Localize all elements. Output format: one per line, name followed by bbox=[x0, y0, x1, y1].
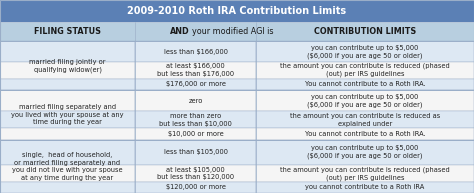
Bar bbox=[135, 62, 256, 79]
Text: CONTRIBUTION LIMITS: CONTRIBUTION LIMITS bbox=[314, 27, 416, 36]
Bar bbox=[0, 182, 135, 193]
Text: less than $166,000: less than $166,000 bbox=[164, 48, 228, 54]
Text: married filing jointly or
qualifying widow(er): married filing jointly or qualifying wid… bbox=[29, 59, 106, 73]
Bar bbox=[256, 128, 474, 140]
Bar bbox=[0, 0, 474, 22]
Bar bbox=[135, 111, 256, 128]
Bar bbox=[256, 62, 474, 79]
Bar bbox=[0, 62, 135, 79]
Bar bbox=[256, 111, 474, 128]
Text: $10,000 or more: $10,000 or more bbox=[168, 131, 223, 137]
Text: you can contribute up to $5,000
($6,000 if you are age 50 or older): you can contribute up to $5,000 ($6,000 … bbox=[307, 94, 423, 108]
Bar bbox=[135, 22, 256, 41]
Text: 2009-2010 Roth IRA Contribution Limits: 2009-2010 Roth IRA Contribution Limits bbox=[128, 6, 346, 16]
Bar bbox=[256, 140, 474, 165]
Bar bbox=[0, 41, 135, 62]
Bar bbox=[135, 182, 256, 193]
Bar bbox=[0, 128, 135, 140]
Text: You cannot contribute to a Roth IRA.: You cannot contribute to a Roth IRA. bbox=[305, 81, 425, 87]
Text: you cannot contribute to a Roth IRA: you cannot contribute to a Roth IRA bbox=[305, 185, 425, 190]
Text: $120,000 or more: $120,000 or more bbox=[165, 185, 226, 190]
Text: married filing separately and
you lived with your spouse at any
time during the : married filing separately and you lived … bbox=[11, 104, 124, 125]
Bar bbox=[256, 182, 474, 193]
Bar bbox=[135, 140, 256, 165]
Text: the amount you can contribute is reduced (phased
(out) per IRS guidelines: the amount you can contribute is reduced… bbox=[280, 63, 450, 77]
Text: your modified AGI is: your modified AGI is bbox=[192, 27, 273, 36]
Bar bbox=[256, 41, 474, 62]
Bar bbox=[0, 90, 135, 111]
Bar bbox=[0, 111, 135, 128]
Bar bbox=[135, 41, 256, 62]
Text: the amount you can contribute is reduced as
explained under: the amount you can contribute is reduced… bbox=[290, 113, 440, 127]
Text: single,  head of household,
or married filing separately and
you did not live wi: single, head of household, or married fi… bbox=[12, 152, 123, 180]
Bar bbox=[135, 128, 256, 140]
Bar bbox=[135, 165, 256, 182]
Text: $176,000 or more: $176,000 or more bbox=[165, 81, 226, 87]
Bar bbox=[256, 79, 474, 90]
Text: at least $166,000
but less than $176,000: at least $166,000 but less than $176,000 bbox=[157, 63, 234, 77]
Text: at least $105,000
but less than $120,000: at least $105,000 but less than $120,000 bbox=[157, 167, 234, 180]
Text: more than zero
but less than $10,000: more than zero but less than $10,000 bbox=[159, 113, 232, 127]
Text: the amount you can contribute is reduced (phased
(out) per IRS guidelines: the amount you can contribute is reduced… bbox=[280, 166, 450, 181]
Bar bbox=[256, 165, 474, 182]
Bar bbox=[0, 165, 135, 182]
Bar bbox=[256, 22, 474, 41]
Bar bbox=[256, 90, 474, 111]
Text: You cannot contribute to a Roth IRA.: You cannot contribute to a Roth IRA. bbox=[305, 131, 425, 137]
Bar bbox=[0, 140, 135, 165]
Text: you can contribute up to $5,000
($6,000 if you are age 50 or older): you can contribute up to $5,000 ($6,000 … bbox=[307, 45, 423, 58]
Text: zero: zero bbox=[188, 97, 203, 103]
Bar bbox=[135, 79, 256, 90]
Text: FILING STATUS: FILING STATUS bbox=[34, 27, 101, 36]
Bar bbox=[0, 22, 135, 41]
Text: you can contribute up to $5,000
($6,000 if you are age 50 or older): you can contribute up to $5,000 ($6,000 … bbox=[307, 145, 423, 159]
Text: less than $105,000: less than $105,000 bbox=[164, 149, 228, 155]
Bar bbox=[0, 79, 135, 90]
Text: AND: AND bbox=[170, 27, 190, 36]
Bar bbox=[135, 90, 256, 111]
